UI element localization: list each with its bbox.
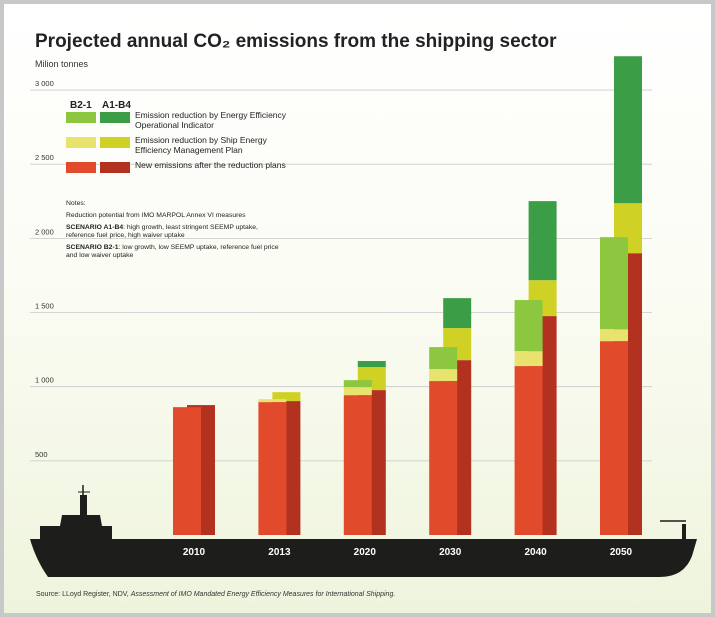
legend-group-label: A1-B4: [102, 100, 131, 111]
notes: Notes: Reduction potential from IMO MARPO…: [66, 200, 286, 264]
x-tick-label: 2040: [524, 547, 547, 558]
legend-group-label: B2-1: [70, 100, 92, 111]
bar-segment: [600, 341, 628, 535]
bar-segment: [429, 347, 458, 370]
y-tick-label: 1 500: [35, 302, 54, 311]
y-axis-label: Milion tonnes: [35, 59, 89, 69]
bar-segment: [258, 402, 287, 535]
y-tick-label: 3 000: [35, 79, 54, 88]
note: Reduction potential from IMO MARPOL Anne…: [66, 212, 286, 220]
bar-segment: [429, 381, 458, 535]
bar-segment: [443, 298, 472, 329]
bow-post: [682, 524, 686, 540]
bar-segment: [514, 351, 543, 367]
bar-segment: [514, 366, 543, 535]
bar-segment: [429, 369, 458, 382]
bar-segment: [357, 361, 386, 368]
legend-swatch: [100, 137, 130, 148]
note: SCENARIO A1-B4: high growth, least strin…: [66, 224, 286, 240]
bar-segment: [600, 237, 628, 330]
note-label: SCENARIO A1-B4: [66, 224, 124, 231]
bars: [173, 56, 642, 535]
note-text: : low growth, low SEEMP uptake, referenc…: [66, 244, 279, 259]
legend-swatch: [100, 112, 130, 123]
y-tick-label: 1 000: [35, 376, 54, 385]
note-label: SCENARIO B2-1: [66, 244, 119, 251]
y-tick-label: 2 000: [35, 227, 54, 236]
funnel: [80, 495, 87, 517]
bar-segment: [528, 201, 557, 281]
bar-segment: [258, 399, 287, 403]
chart-title: Projected annual CO₂ emissions from the …: [35, 31, 557, 52]
legend-label: Emission reduction by Energy Efficiency …: [135, 110, 287, 130]
legend-swatch: [66, 112, 96, 123]
legend-swatch: [100, 162, 130, 173]
y-tick-label: 2 500: [35, 153, 54, 162]
x-tick-label: 2010: [183, 547, 206, 558]
bar-segment: [343, 387, 372, 396]
bar-segment: [614, 56, 642, 204]
legend-label: New emissions after the reduction plans: [135, 160, 286, 170]
note: Notes:: [66, 200, 286, 208]
note-text: Notes:: [66, 200, 86, 207]
legend-swatch: [66, 162, 96, 173]
note-text: : high growth, least stringent SEEMP upt…: [66, 224, 258, 239]
x-tick-label: 2020: [354, 547, 377, 558]
bar-segment: [600, 329, 628, 342]
x-labels: 2010 2013 2020 2030 2040 2050: [183, 547, 633, 558]
bar-segment: [173, 407, 201, 535]
y-tick-label: 500: [35, 450, 48, 459]
source-title: Assessment of IMO Mandated Energy Effici…: [130, 591, 396, 598]
bar-segment: [343, 395, 372, 535]
x-tick-label: 2050: [610, 547, 633, 558]
source: Source: LLoyd Register, NDV, Assessment …: [36, 591, 395, 598]
bar-segment: [514, 300, 543, 352]
note-text: Reduction potential from IMO MARPOL Anne…: [66, 212, 246, 219]
superstructure: [40, 515, 112, 539]
note: SCENARIO B2-1: low growth, low SEEMP upt…: [66, 244, 286, 260]
source-text: Source: LLoyd Register, NDV,: [36, 591, 129, 598]
bar-segment: [272, 392, 301, 402]
hull: [30, 539, 697, 577]
bar-segment: [343, 380, 372, 388]
x-tick-label: 2013: [268, 547, 291, 558]
ship: [30, 485, 697, 577]
legend-swatch: [66, 137, 96, 148]
legend-label: Emission reduction by Ship Energy Effici…: [135, 135, 267, 155]
x-tick-label: 2030: [439, 547, 462, 558]
